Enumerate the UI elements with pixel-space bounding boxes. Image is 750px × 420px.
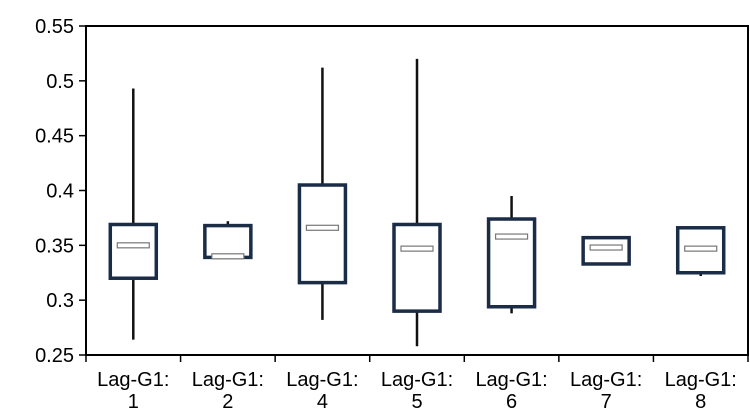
x-category-label-line1-2: Lag-G1: — [286, 369, 358, 391]
y-tick-label-1: 0.3 — [46, 290, 74, 312]
box-2 — [297, 67, 348, 320]
median-marker-4 — [494, 233, 529, 240]
y-axis: 0.25 0.3 0.35 0.4 0.45 0.5 0.55 — [35, 16, 86, 367]
x-category-label-line2-2: 4 — [317, 391, 328, 413]
x-category-label-0: Lag-G1: 1 — [97, 369, 169, 413]
box-body-4 — [486, 217, 537, 309]
x-category-label-line2-4: 6 — [506, 391, 517, 413]
x-category-label-line2-6: 8 — [695, 391, 706, 413]
x-category-label-3: Lag-G1: 5 — [381, 369, 453, 413]
y-tick-label-5: 0.5 — [46, 71, 74, 93]
x-category-label-line1-3: Lag-G1: — [381, 369, 453, 391]
x-category-label-line2-1: 2 — [222, 391, 233, 413]
median-marker-5 — [589, 244, 623, 251]
box-3 — [392, 58, 442, 347]
box-4 — [486, 195, 537, 314]
box-5 — [581, 235, 631, 266]
x-category-label-4: Lag-G1: 6 — [475, 369, 547, 413]
x-category-label-line1-5: Lag-G1: — [570, 369, 642, 391]
x-category-label-line1-6: Lag-G1: — [665, 369, 737, 391]
median-marker-1 — [211, 253, 245, 260]
box-1 — [203, 221, 253, 260]
box-body-0 — [108, 222, 159, 280]
box-body-5 — [581, 235, 631, 266]
box-0 — [108, 88, 159, 340]
x-category-label-2: Lag-G1: 4 — [286, 369, 358, 413]
box-body-2 — [297, 183, 348, 285]
y-tick-label-2: 0.35 — [35, 235, 74, 257]
x-category-label-line1-0: Lag-G1: — [97, 369, 169, 391]
box-body-3 — [392, 222, 442, 313]
box-series — [108, 58, 726, 347]
median-marker-0 — [116, 242, 150, 249]
x-category-label-line2-5: 7 — [601, 391, 612, 413]
y-tick-label-4: 0.45 — [35, 126, 74, 148]
y-tick-label-0: 0.25 — [35, 345, 74, 367]
median-marker-3 — [400, 245, 434, 252]
x-category-label-1: Lag-G1: 2 — [192, 369, 264, 413]
y-tick-label-3: 0.4 — [46, 181, 74, 203]
x-category-label-line1-4: Lag-G1: — [475, 369, 547, 391]
x-category-label-6: Lag-G1: 8 — [665, 369, 737, 413]
median-marker-2 — [305, 224, 340, 231]
box-6 — [675, 226, 726, 277]
y-tick-label-6: 0.55 — [35, 16, 74, 38]
x-category-label-5: Lag-G1: 7 — [570, 369, 642, 413]
box-body-1 — [203, 223, 253, 260]
x-category-label-line2-0: 1 — [128, 391, 139, 413]
x-category-label-line2-3: 5 — [411, 391, 422, 413]
x-category-label-line1-1: Lag-G1: — [192, 369, 264, 391]
median-marker-6 — [684, 245, 718, 252]
